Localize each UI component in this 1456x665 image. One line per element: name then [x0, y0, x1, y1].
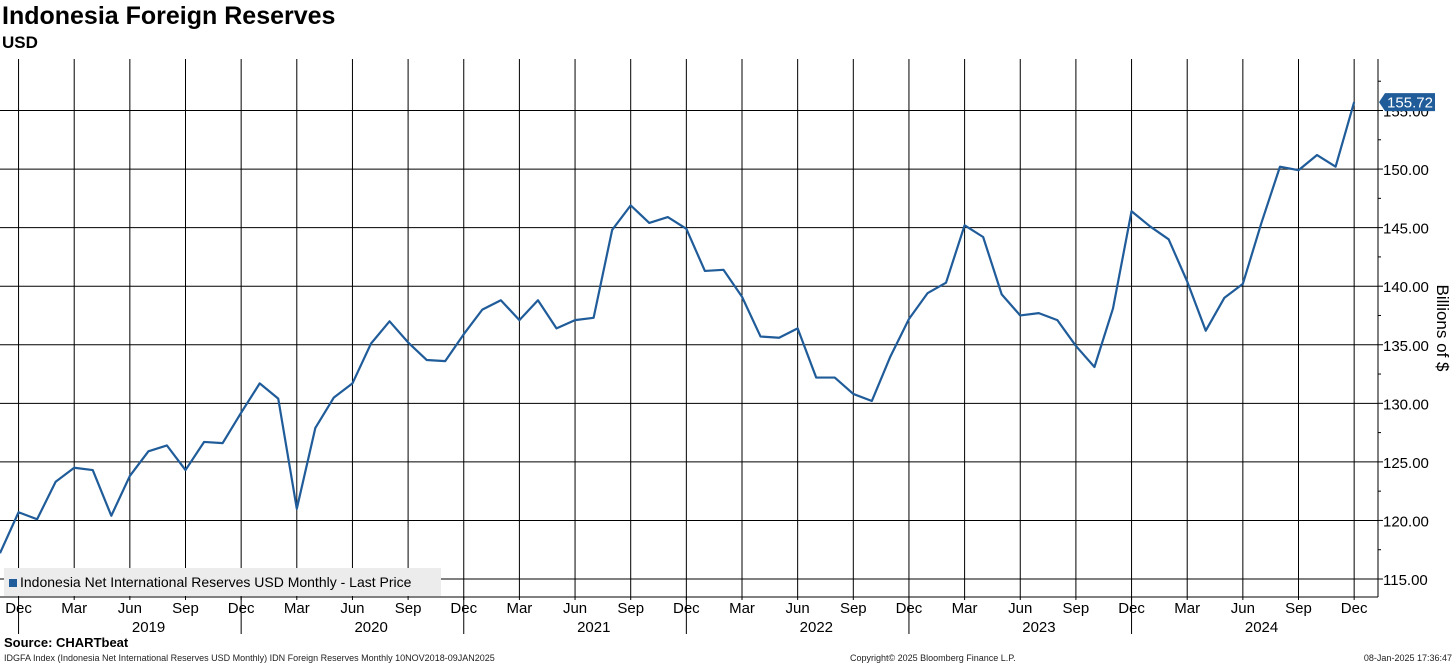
- chart-title: Indonesia Foreign Reserves: [2, 2, 336, 30]
- y-tick-label: 140.00: [1383, 279, 1429, 296]
- y-tick-label: 130.00: [1383, 396, 1429, 413]
- y-axis-label: Billions of $: [1433, 285, 1452, 372]
- y-axis-ticks: 115.00 120.00 125.00 130.00 135.00 140.00 145.…: [1378, 80, 1429, 589]
- year-label: 2024: [1245, 619, 1278, 636]
- chart-subtitle: USD: [2, 33, 38, 52]
- horizontal-gridlines: [0, 110, 1378, 580]
- year-label: 2023: [1022, 619, 1055, 636]
- y-tick-label: 115.00: [1383, 572, 1428, 589]
- source-note: Source: CHARTbeat: [4, 635, 129, 650]
- x-tick-label: Mar: [952, 600, 978, 617]
- series-group: [0, 101, 1356, 554]
- x-tick-label: Jun: [340, 600, 364, 617]
- x-tick-label: Sep: [1285, 600, 1312, 617]
- last-value-badge: [1379, 93, 1435, 112]
- x-tick-label: Jun: [118, 600, 142, 617]
- x-tick-label: Jun: [1231, 600, 1255, 617]
- x-tick-label: Mar: [729, 600, 755, 617]
- x-tick-label: Dec: [1341, 600, 1368, 617]
- series-line: [0, 101, 1356, 554]
- x-tick-label: Sep: [840, 600, 867, 617]
- x-tick-label: Jun: [1008, 600, 1032, 617]
- x-tick-label: Mar: [1174, 600, 1200, 617]
- x-tick-label: Sep: [617, 600, 644, 617]
- x-tick-label: Sep: [1063, 600, 1090, 617]
- x-tick-label: Mar: [506, 600, 532, 617]
- vertical-gridlines: [18, 59, 1355, 597]
- year-label: 2021: [577, 619, 610, 636]
- footer-left: IDGFA Index (Indonesia Net International…: [4, 653, 495, 663]
- legend: Indonesia Net International Reserves USD…: [4, 568, 441, 596]
- year-label: 2020: [354, 619, 387, 636]
- y-tick-label: 135.00: [1383, 338, 1429, 355]
- last-value-callout: 155.72: [1379, 93, 1435, 112]
- footer-timestamp: 08-Jan-2025 17:36:47: [1363, 653, 1452, 663]
- x-tick-label: Jun: [786, 600, 810, 617]
- x-tick-label: Jun: [563, 600, 587, 617]
- x-axis-ticks: Dec Mar Jun Sep Dec Mar Jun Sep Dec Mar Jun Sep Dec M…: [5, 597, 1368, 636]
- y-tick-label: 150.00: [1383, 162, 1429, 179]
- x-tick-label: Sep: [395, 600, 422, 617]
- y-tick-label: 125.00: [1383, 455, 1429, 472]
- x-tick-label: Mar: [61, 600, 87, 617]
- year-label: 2022: [800, 619, 833, 636]
- footer-copyright: Copyright© 2025 Bloomberg Finance L.P.: [850, 653, 1016, 663]
- y-tick-label: 145.00: [1383, 221, 1429, 238]
- legend-swatch: [9, 578, 17, 587]
- year-label: 2019: [132, 619, 165, 636]
- y-tick-label: 120.00: [1383, 513, 1429, 530]
- last-value-label: 155.72: [1387, 95, 1433, 112]
- x-tick-label: Sep: [172, 600, 199, 617]
- legend-label: Indonesia Net International Reserves USD…: [20, 574, 412, 590]
- x-tick-label: Mar: [284, 600, 310, 617]
